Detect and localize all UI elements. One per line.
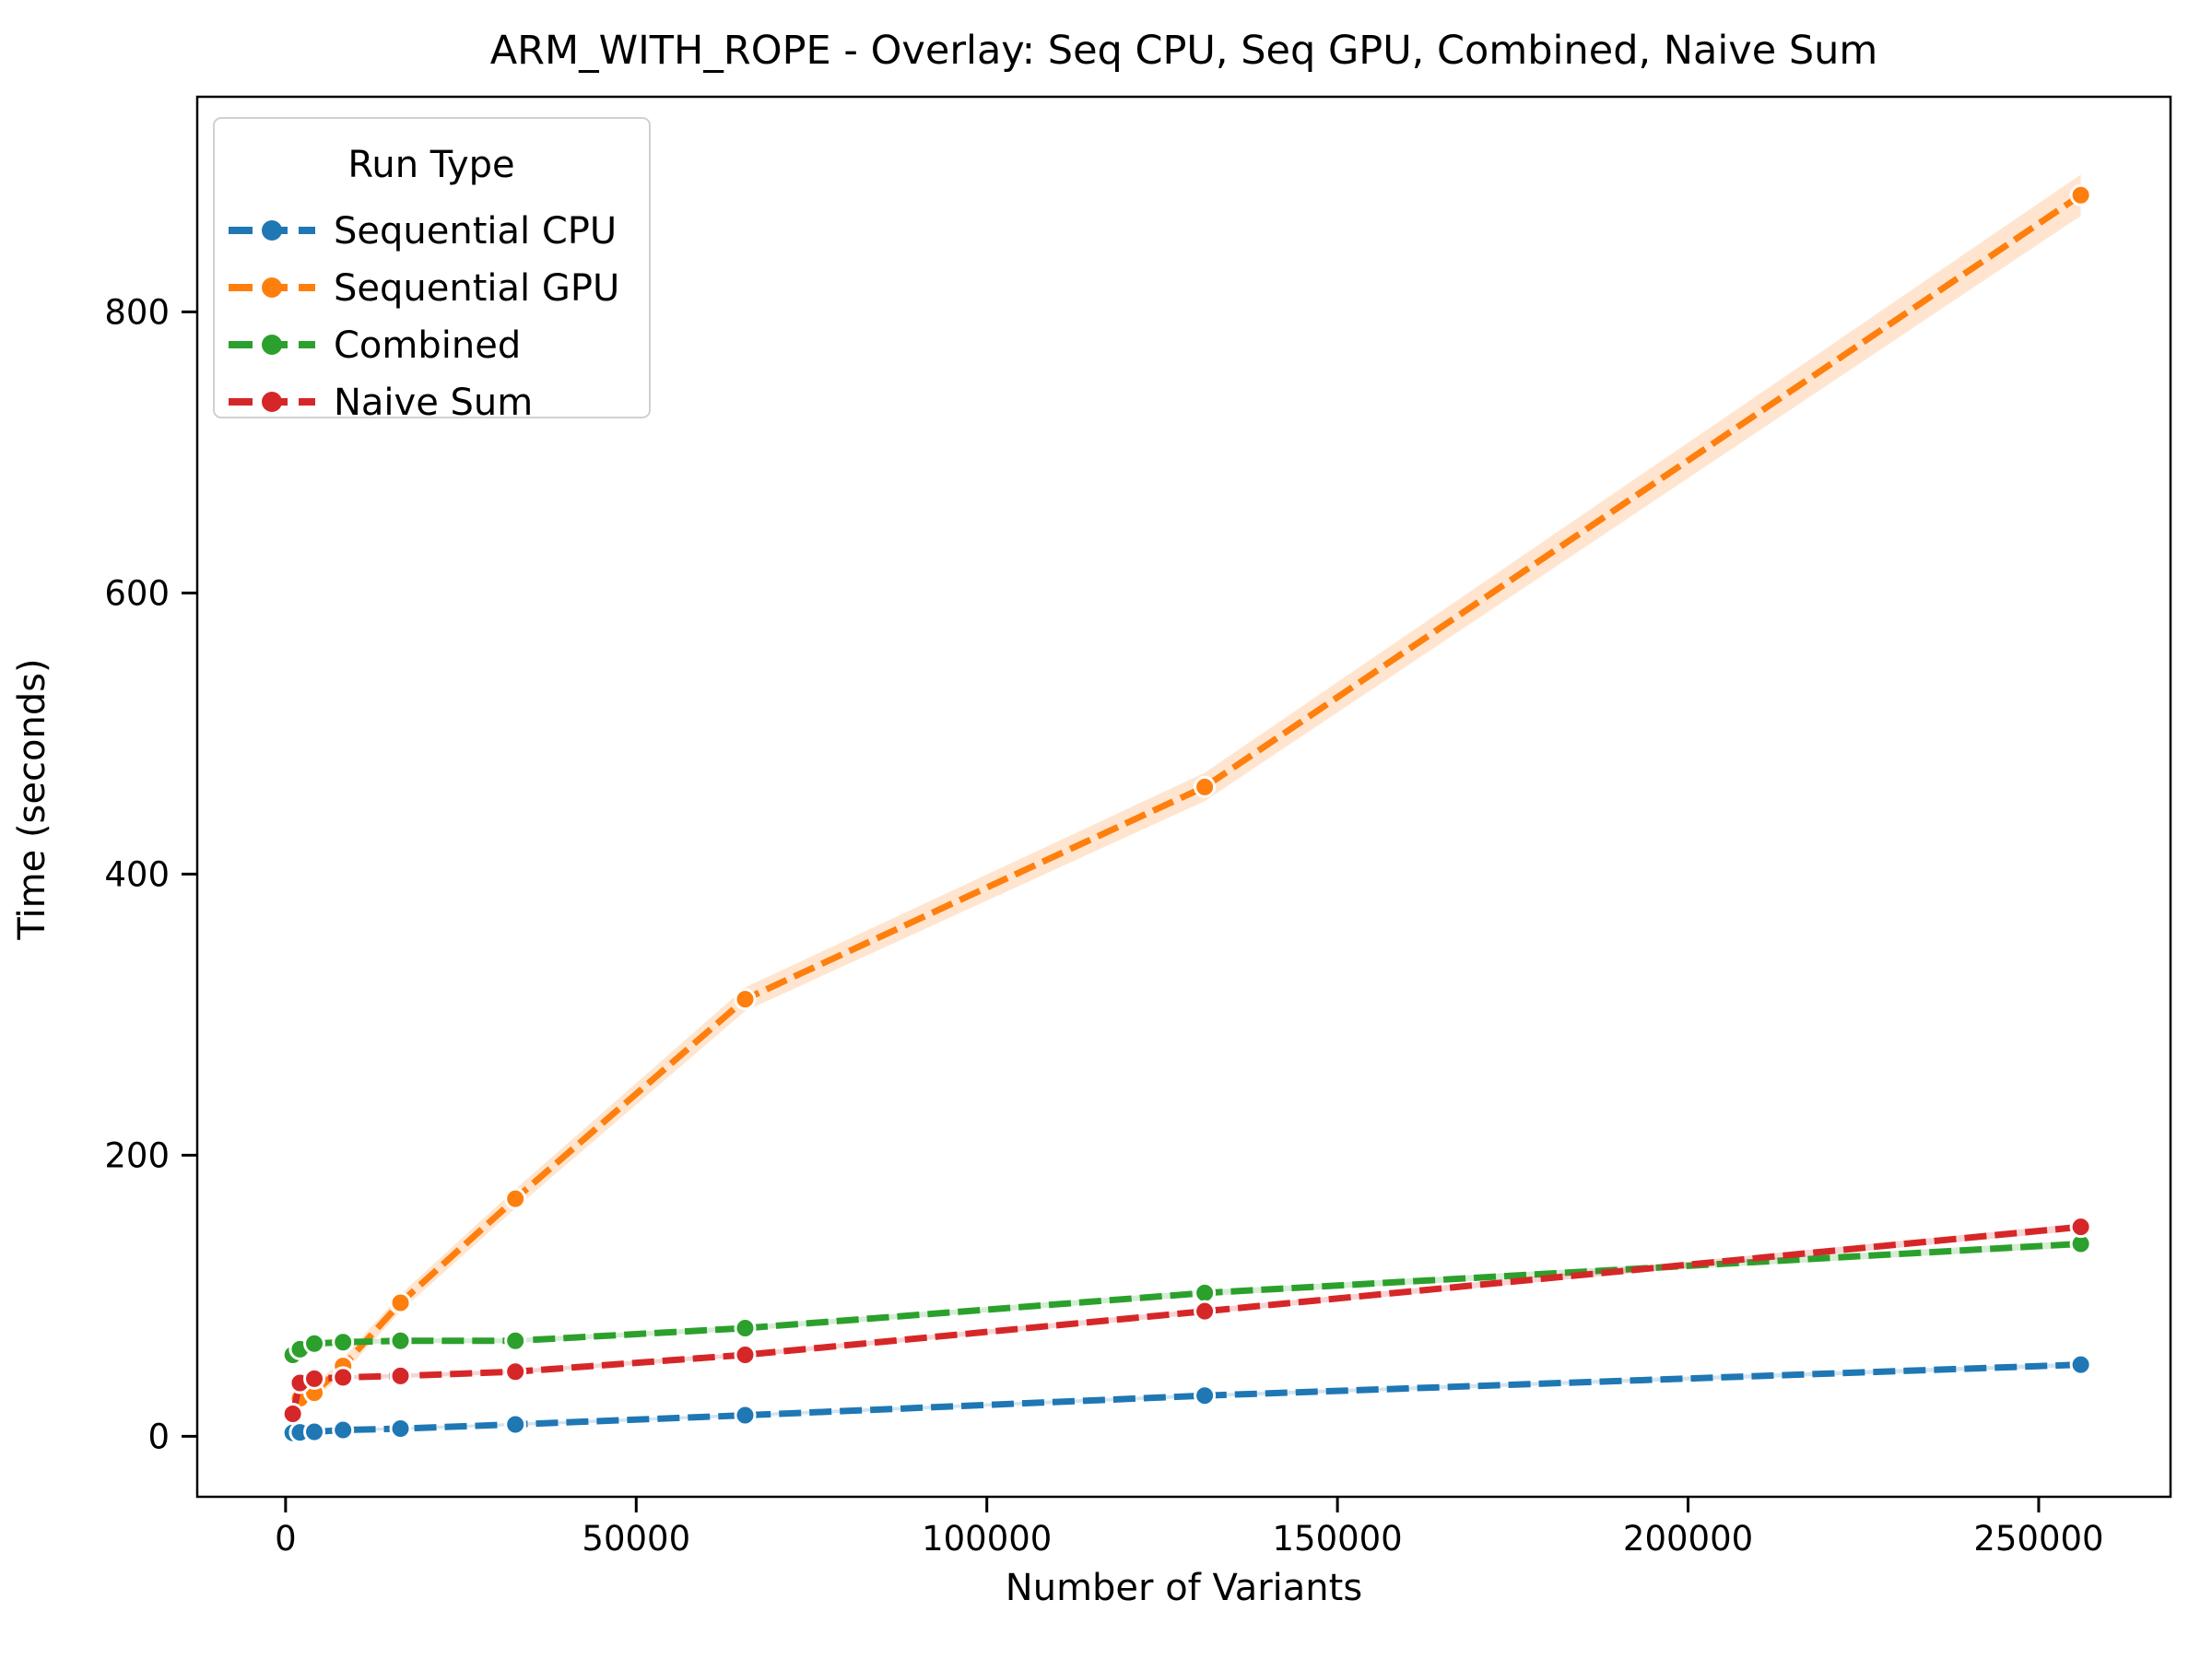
y-tick-label: 800 [104, 292, 170, 332]
x-tick-label: 150000 [1272, 1519, 1402, 1559]
legend-item-sequential-gpu: Sequential GPU [229, 267, 619, 310]
legend-title: Run Type [347, 144, 514, 186]
marker-sequential-cpu [332, 1418, 355, 1441]
legend-box [213, 117, 651, 418]
series-naive-sum [281, 1216, 2092, 1426]
marker-naive-sum [504, 1360, 527, 1383]
marker-naive-sum [303, 1367, 326, 1390]
legend-item-naive-sum: Naive Sum [229, 382, 533, 424]
marker-sequential-cpu [2069, 1353, 2092, 1376]
marker-sequential-cpu [734, 1404, 757, 1427]
x-tick-label: 250000 [1973, 1519, 2103, 1559]
legend-label: Sequential GPU [334, 267, 619, 310]
x-tick-label: 0 [275, 1519, 297, 1559]
marker-naive-sum [1194, 1300, 1217, 1323]
x-axis-label: Number of Variants [1005, 1567, 1363, 1609]
marker-naive-sum [2069, 1216, 2092, 1239]
series-sequential-cpu [281, 1353, 2092, 1444]
marker-combined [504, 1329, 527, 1352]
marker-combined [1194, 1281, 1217, 1304]
plot-border [195, 95, 2172, 1499]
marker-sequential-cpu [504, 1413, 527, 1436]
legend: Run Type Sequential CPU Sequential GPU Comb… [213, 117, 651, 424]
marker-naive-sum [332, 1366, 355, 1389]
marker-naive-sum [734, 1343, 757, 1366]
legend-marker-sample [262, 220, 282, 241]
marker-combined [734, 1316, 757, 1339]
legend-marker-sample [262, 335, 282, 355]
marker-sequential-cpu [303, 1420, 326, 1443]
y-axis-label: Time (seconds) [11, 658, 53, 940]
marker-sequential-gpu [2069, 183, 2092, 206]
legend-marker-sample [262, 277, 282, 298]
legend-item-combined: Combined [229, 324, 521, 367]
marker-sequential-gpu [389, 1291, 412, 1314]
legend-item-sequential-cpu: Sequential CPU [229, 210, 617, 253]
x-tick-label: 50000 [582, 1519, 690, 1559]
marker-naive-sum [281, 1403, 304, 1426]
y-axis: 0 200 400 600 800 [104, 292, 197, 1456]
marker-sequential-gpu [734, 988, 757, 1011]
legend-label: Naive Sum [334, 382, 533, 424]
marker-combined [303, 1332, 326, 1355]
x-tick-label: 100000 [922, 1519, 1052, 1559]
marker-combined [389, 1329, 412, 1352]
x-axis: 0 50000 100000 150000 200000 250000 [275, 1497, 2104, 1559]
y-tick-label: 0 [147, 1417, 170, 1456]
legend-label: Combined [334, 324, 521, 367]
marker-naive-sum [389, 1364, 412, 1387]
y-tick-label: 600 [104, 573, 170, 613]
marker-sequential-cpu [1194, 1384, 1217, 1407]
y-tick-label: 200 [104, 1135, 170, 1175]
marker-sequential-gpu [504, 1187, 527, 1210]
y-tick-label: 400 [104, 854, 170, 894]
chart-title: ARM_WITH_ROPE - Overlay: Seq CPU, Seq GP… [489, 28, 1878, 74]
marker-combined [332, 1331, 355, 1354]
x-tick-label: 200000 [1623, 1519, 1753, 1559]
legend-marker-sample [262, 392, 282, 412]
marker-sequential-cpu [389, 1418, 412, 1441]
legend-label: Sequential CPU [334, 210, 617, 253]
marker-sequential-gpu [1194, 775, 1217, 798]
axes [195, 95, 2172, 1499]
error-band-naive-sum [292, 1223, 2081, 1416]
